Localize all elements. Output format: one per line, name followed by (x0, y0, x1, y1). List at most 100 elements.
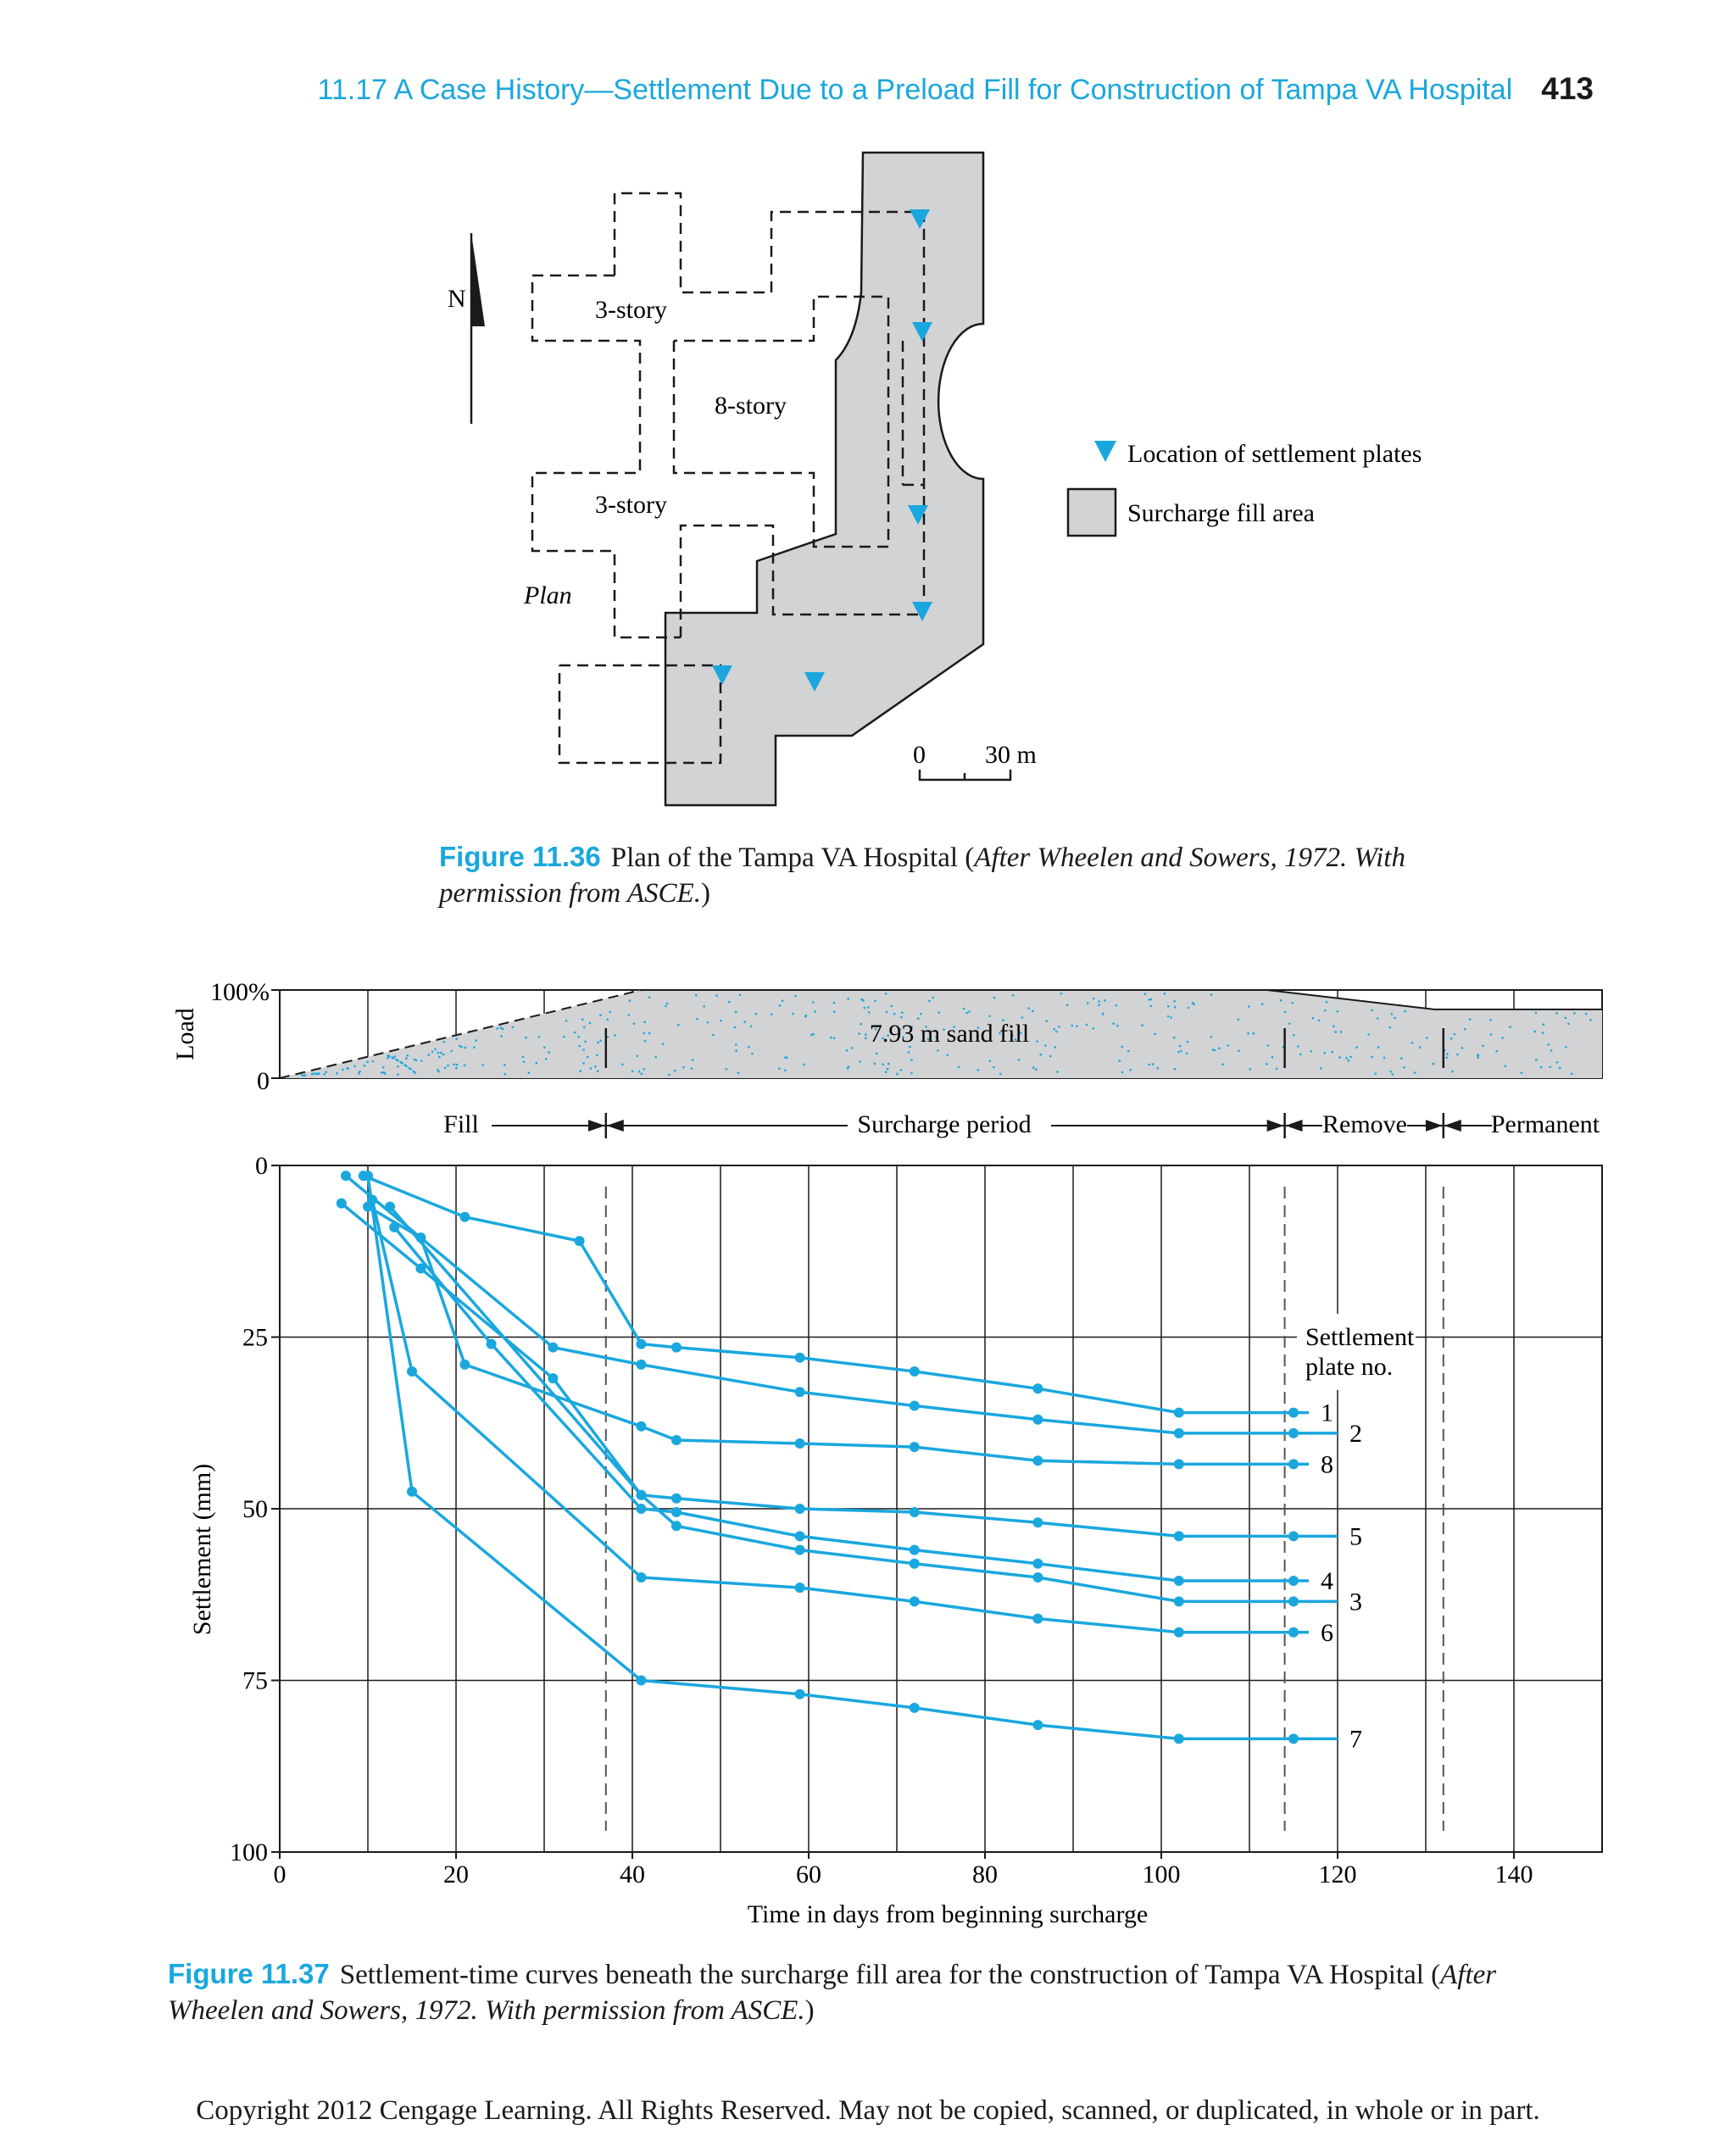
settlement-plate-marker (908, 505, 928, 525)
data-point (636, 1489, 647, 1500)
series-line (363, 1174, 1294, 1415)
x-tick-label: 20 (443, 1861, 469, 1888)
data-point (794, 1438, 805, 1449)
caption-text: Plan of the Tampa VA Hospital ( (610, 843, 975, 873)
legend-plate-marker-icon (1094, 441, 1116, 462)
caption-credit: After Wheelen and Sowers, 1972. With per… (168, 1960, 1497, 2026)
data-point (671, 1435, 682, 1445)
caption-end: ) (700, 878, 710, 909)
phase-fill-label: Fill (443, 1110, 479, 1138)
data-point (1173, 1459, 1184, 1470)
north-arrow (470, 233, 485, 424)
legend-fill-label: Surcharge fill area (1127, 499, 1315, 527)
data-point (1173, 1531, 1184, 1542)
data-point (794, 1504, 805, 1514)
data-point (671, 1342, 682, 1353)
plate-label-6: 6 (1321, 1619, 1333, 1647)
x-tick-label: 0 (274, 1861, 287, 1888)
load-panel (279, 989, 1602, 1079)
data-point (671, 1507, 682, 1517)
data-point (548, 1342, 559, 1353)
series-line (388, 1205, 1338, 1538)
building-label-8-story: 8-story (715, 392, 787, 420)
data-point (385, 1201, 395, 1212)
data-point (415, 1263, 426, 1274)
x-tick-label: 120 (1319, 1861, 1357, 1888)
page-number: 413 (1541, 71, 1594, 106)
data-point (636, 1675, 647, 1686)
data-point (909, 1702, 920, 1713)
data-point (636, 1338, 647, 1349)
data-point (341, 1171, 351, 1182)
north-label: N (448, 285, 466, 313)
settlement-plate-markers (712, 209, 932, 692)
series-plate-2 (341, 1171, 1338, 1438)
series-plate-7 (363, 1171, 1338, 1744)
data-point (1032, 1414, 1043, 1425)
settlement-plate-marker (910, 209, 930, 229)
series-line (392, 1226, 1294, 1582)
plate-label-3: 3 (1349, 1588, 1362, 1616)
load-tick-100: 100% (210, 978, 270, 1006)
data-point (636, 1504, 647, 1514)
settlement-plate-marker (804, 672, 825, 692)
data-point (671, 1521, 682, 1532)
building-outline-south (558, 664, 722, 765)
data-point (1173, 1627, 1184, 1638)
copyright-footer: Copyright 2012 Cengage Learning. All Rig… (196, 2095, 1540, 2126)
load-profile (641, 989, 1602, 1010)
fill-label: 7.93 m sand fill (870, 1020, 1029, 1048)
plate-label-5: 5 (1349, 1522, 1362, 1550)
data-point (1032, 1572, 1043, 1582)
phase-remove-label: Remove (1322, 1110, 1407, 1138)
figure-11-36-caption: Figure 11.36 Plan of the Tampa VA Hospita… (439, 839, 1456, 911)
x-tick-label: 60 (796, 1861, 821, 1888)
plate-label-7: 7 (1349, 1725, 1362, 1753)
series-plate-8 (363, 1201, 1309, 1470)
data-point (794, 1387, 805, 1398)
data-point (1032, 1517, 1043, 1528)
data-point (1032, 1383, 1043, 1394)
settlement-curves (336, 1171, 1338, 1744)
data-point (459, 1359, 470, 1370)
data-point (1288, 1596, 1299, 1607)
settlement-plate-marker (912, 602, 932, 621)
data-point (1032, 1455, 1043, 1466)
data-point (486, 1338, 497, 1349)
scale-end-label: 30 m (985, 741, 1037, 769)
data-point (909, 1596, 920, 1607)
building-outlines (531, 192, 926, 765)
figure-label: Figure 11.36 (439, 841, 601, 872)
x-tick-label: 100 (1143, 1861, 1181, 1888)
surcharge-fill-area (664, 151, 985, 807)
data-point (1032, 1558, 1043, 1569)
data-point (909, 1400, 920, 1411)
data-point (794, 1531, 805, 1542)
data-point (1032, 1720, 1043, 1731)
data-point (636, 1359, 647, 1370)
data-point (1288, 1427, 1299, 1438)
plan-label: Plan (523, 581, 572, 609)
series-line (370, 1199, 1294, 1634)
load-axis-label: Load (171, 1008, 199, 1060)
caption-credit: After Wheelen and Sowers, 1972. With per… (439, 843, 1405, 909)
running-title: 11.17 A Case History—Settlement Due to a… (317, 74, 1513, 106)
data-point (794, 1544, 805, 1555)
load-ramp (279, 989, 642, 1079)
data-point (1288, 1531, 1299, 1542)
y-tick-label: 100 (230, 1838, 268, 1866)
plan-figure: N 3-story 8-story 3-story Plan Location … (448, 151, 1422, 807)
data-point (636, 1572, 647, 1582)
data-point (909, 1507, 920, 1517)
data-point (336, 1198, 347, 1209)
data-point (636, 1421, 647, 1432)
y-tick-label: 75 (242, 1667, 268, 1695)
data-point (909, 1442, 920, 1453)
running-header: 11.17 A Case History—Settlement Due to a… (0, 71, 1594, 107)
data-point (389, 1221, 400, 1232)
data-point (1173, 1733, 1184, 1744)
data-point (1032, 1613, 1043, 1624)
data-point (407, 1486, 417, 1497)
